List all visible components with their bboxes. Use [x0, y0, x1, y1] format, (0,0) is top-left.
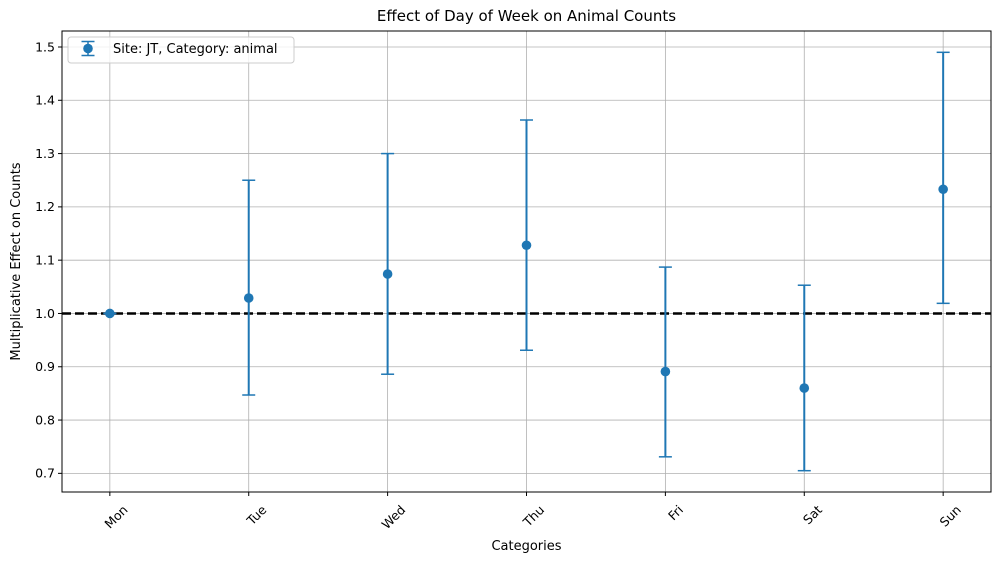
legend: Site: JT, Category: animal — [67, 36, 295, 64]
data-point — [938, 184, 948, 195]
legend-box — [67, 36, 295, 64]
x-axis-label: Categories — [491, 539, 561, 554]
data-layer — [103, 51, 950, 472]
data-point — [660, 366, 671, 377]
y-axis-label: Multiplicative Effect on Counts — [9, 162, 24, 360]
y-tick-label: 0.9 — [35, 359, 55, 374]
y-tick-label: 0.8 — [35, 412, 55, 427]
y-tick-label: 1.0 — [35, 306, 55, 321]
data-point — [382, 269, 393, 279]
data-point — [521, 240, 532, 251]
y-tick-label: 1.4 — [35, 93, 55, 108]
y-tick-label: 0.7 — [35, 466, 55, 481]
data-point — [105, 308, 115, 319]
data-point — [799, 383, 810, 393]
y-tick-label: 1.1 — [35, 253, 55, 268]
legend-label: Site: JT, Category: animal — [113, 42, 278, 57]
data-point — [243, 293, 254, 303]
y-tick-label: 1.2 — [35, 199, 55, 214]
chart-title: Effect of Day of Week on Animal Counts — [377, 7, 676, 25]
y-tick-label: 1.5 — [35, 39, 55, 54]
legend-point — [83, 43, 93, 54]
y-tick-label: 1.3 — [35, 146, 55, 161]
legend-marker — [81, 40, 95, 57]
